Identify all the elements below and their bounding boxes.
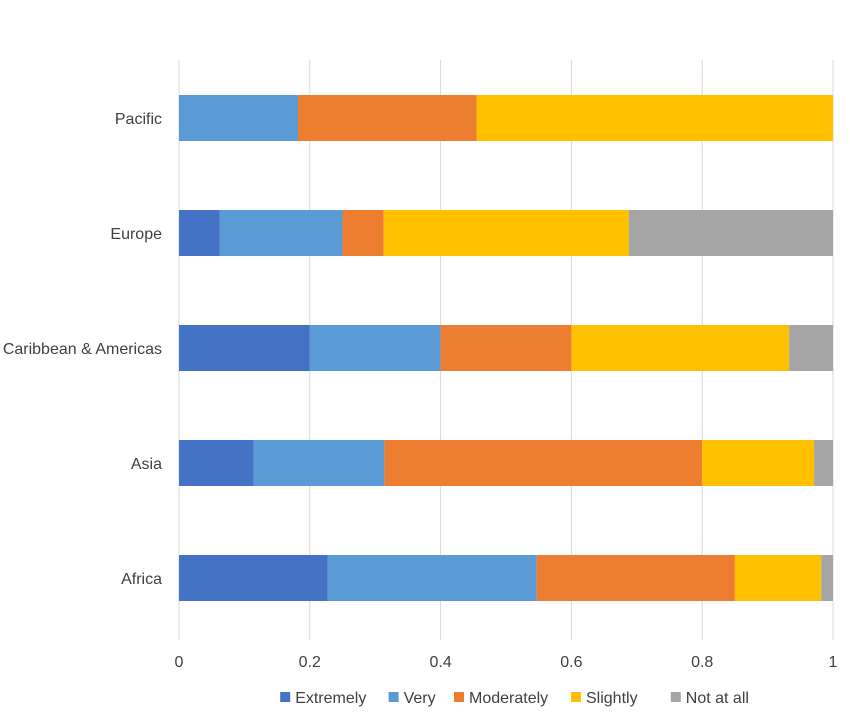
bar-segment-moderately <box>536 555 735 601</box>
bar-segment-very <box>219 210 343 256</box>
x-tick-label: 0.4 <box>429 654 451 671</box>
category-label: Caribbean & Americas <box>3 341 162 358</box>
x-tick-label: 0.2 <box>299 654 321 671</box>
legend-item: Slightly <box>571 690 638 707</box>
bar-segment-extremely <box>179 440 254 486</box>
bar-segment-very <box>309 325 441 371</box>
category-label: Pacific <box>115 111 162 128</box>
bar-segment-slightly <box>702 440 815 486</box>
legend-item: Not at all <box>670 690 749 707</box>
legend-label: Extremely <box>295 690 366 707</box>
bar-segment-slightly <box>734 555 822 601</box>
legend-swatch <box>280 692 291 702</box>
legend-label: Moderately <box>469 690 548 707</box>
legend-label: Slightly <box>586 690 638 707</box>
bar-segment-extremely <box>179 555 328 601</box>
legend-swatch <box>388 692 399 702</box>
legend-item: Extremely <box>280 690 366 707</box>
legend-item: Moderately <box>454 690 548 707</box>
bar-segment-not-at-all <box>789 325 833 371</box>
bar-segment-slightly <box>571 325 790 371</box>
bar-segment-not-at-all <box>814 440 833 486</box>
legend-item: Very <box>388 690 436 707</box>
legend-swatch <box>454 692 464 702</box>
x-tick-label: 0.6 <box>560 654 582 671</box>
axes: 0 0.2 0.4 0.6 0.8 1 Pacific Europe Caribbean & A… <box>3 111 838 671</box>
category-label: Europe <box>110 226 162 243</box>
legend-label: Not at all <box>686 690 749 707</box>
bars <box>179 95 833 601</box>
bar-segment-very <box>327 555 537 601</box>
bar-segment-slightly <box>476 95 833 141</box>
legend-swatch <box>670 692 681 702</box>
bar-segment-extremely <box>179 325 310 371</box>
x-tick-label: 1 <box>829 654 838 671</box>
bar-segment-moderately <box>384 440 703 486</box>
bar-segment-not-at-all <box>628 210 833 256</box>
bar-segment-very <box>253 440 385 486</box>
bar-segment-extremely <box>179 210 220 256</box>
bar-segment-moderately <box>440 325 572 371</box>
x-tick-label: 0 <box>175 654 184 671</box>
legend-swatch <box>571 692 581 702</box>
bar-segment-moderately <box>298 95 477 141</box>
bar-segment-slightly <box>383 210 629 256</box>
category-label: Africa <box>121 571 162 588</box>
bar-segment-very <box>179 95 299 141</box>
x-tick-label: 0.8 <box>691 654 713 671</box>
bar-segment-moderately <box>342 210 384 256</box>
category-label: Asia <box>131 456 162 473</box>
bar-segment-not-at-all <box>821 555 833 601</box>
legend: Extremely Very Moderately Slightly Not at al… <box>280 690 749 707</box>
legend-label: Very <box>404 690 436 707</box>
